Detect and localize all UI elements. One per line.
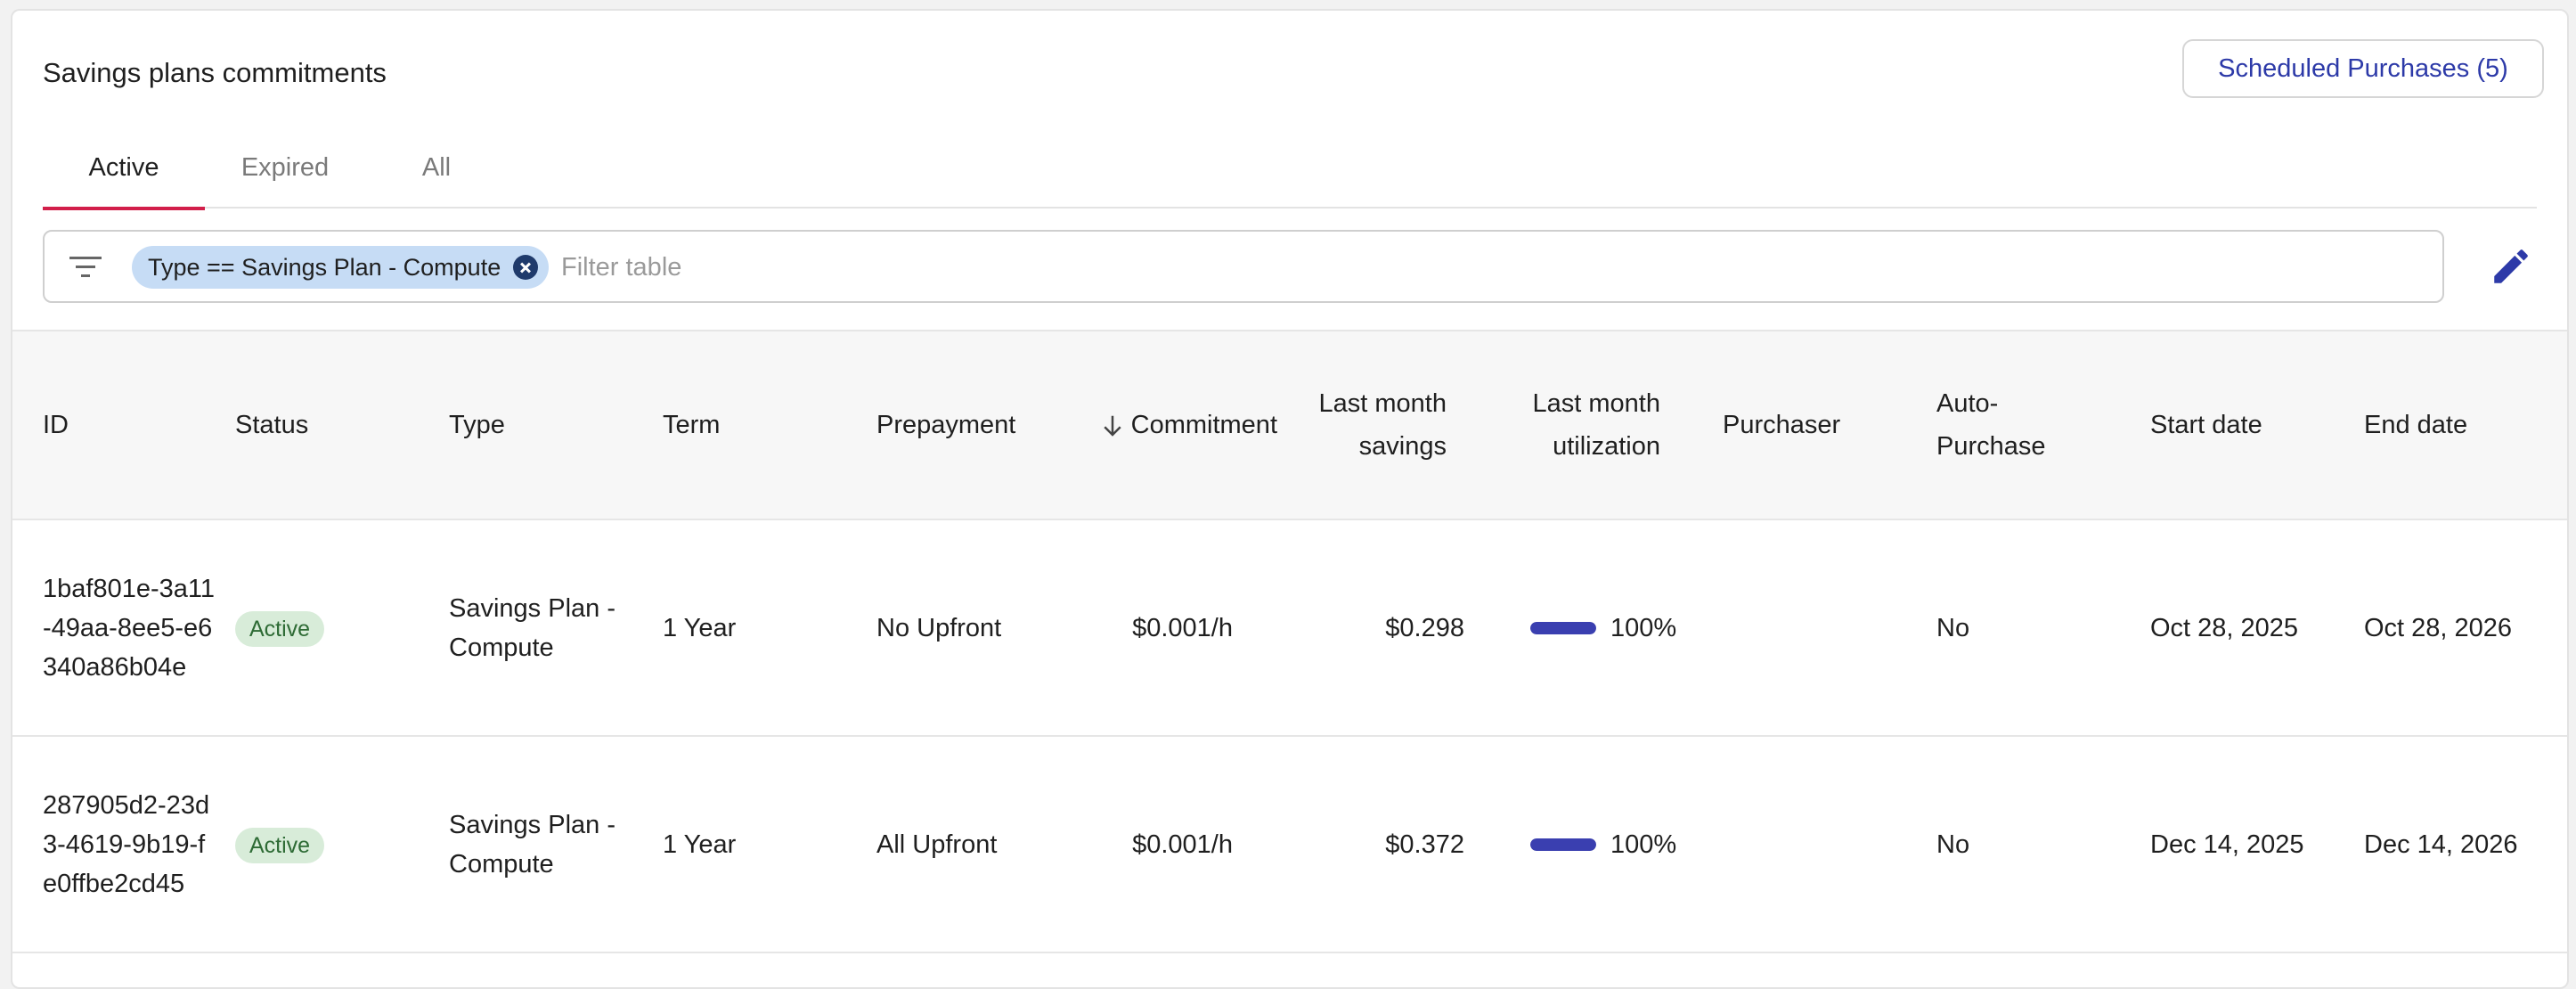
row-type: Savings Plan - Compute [449,810,615,879]
utilization-label: 100% [1610,613,1677,642]
status-badge: Active [235,827,325,863]
row-auto-purchase: No [1936,830,1970,859]
row-commitment: $0.001/h [1132,613,1233,642]
row-last-month-savings: $0.372 [1385,830,1464,859]
filter-lines-icon[interactable] [68,251,103,283]
tab-all[interactable]: All [421,152,452,182]
status-tabs: Active Expired All [43,127,2537,210]
column-header-last-month-utilization[interactable]: Last month utilization [1500,330,1714,520]
row-type: Savings Plan - Compute [449,593,615,662]
row-purchaser [1714,736,1928,952]
status-badge: Active [235,610,325,647]
row-auto-purchase: No [1936,613,1970,642]
filter-bar: Type == Savings Plan - Compute [43,230,2444,303]
table-header-row: ID Status Type Term Prepayment Commitmen… [12,330,2567,520]
column-header-commitment[interactable]: Commitment [1081,330,1286,520]
column-header-type[interactable]: Type [440,330,654,520]
row-prepayment: No Upfront [876,613,1002,642]
filter-chip-label: Type == Savings Plan - Compute [148,253,501,281]
row-term: 1 Year [663,613,737,642]
close-circle-icon[interactable] [513,255,539,280]
panel-header: Savings plans commitments Scheduled Purc… [12,11,2567,118]
tab-expired[interactable]: Expired [240,152,330,182]
row-start-date: Oct 28, 2025 [2150,613,2299,642]
commitments-table: ID Status Type Term Prepayment Commitmen… [12,330,2567,953]
column-header-start-date[interactable]: Start date [2141,330,2355,520]
column-header-commitment-label: Commitment [1130,411,1277,439]
column-header-end-date[interactable]: End date [2355,330,2567,520]
pencil-icon[interactable] [2489,244,2533,289]
row-utilization: 100% [1500,519,1714,736]
row-end-date: Dec 14, 2026 [2364,830,2518,859]
savings-plans-panel: Savings plans commitments Scheduled Purc… [11,9,2569,989]
column-header-auto-purchase[interactable]: Auto-Purchase [1928,330,2141,520]
table-row[interactable]: 1baf801e-3a11-49aa-8ee5-e6340a86b04e Act… [12,519,2567,736]
row-commitment: $0.001/h [1132,830,1233,859]
utilization-label: 100% [1610,830,1677,859]
row-purchaser [1714,519,1928,736]
filter-chip[interactable]: Type == Savings Plan - Compute [132,246,550,289]
row-end-date: Oct 28, 2026 [2364,613,2513,642]
column-header-id[interactable]: ID [12,330,226,520]
arrow-down-icon [1104,416,1121,437]
table-row[interactable]: 287905d2-23d3-4619-9b19-fe0ffbe2cd45 Act… [12,736,2567,952]
row-status: Active [226,519,440,736]
utilization-fill [1530,621,1596,634]
row-term: 1 Year [663,830,737,859]
utilization-bar [1530,838,1596,851]
column-header-prepayment[interactable]: Prepayment [868,330,1081,520]
utilization-fill [1530,838,1596,851]
row-prepayment: All Upfront [876,830,998,859]
row-start-date: Dec 14, 2025 [2150,830,2304,859]
column-header-purchaser[interactable]: Purchaser [1714,330,1928,520]
tab-active[interactable]: Active [43,127,205,210]
row-status: Active [226,736,440,952]
column-header-term[interactable]: Term [654,330,868,520]
column-header-last-month-savings[interactable]: Last month savings [1286,330,1500,520]
row-id: 1baf801e-3a11-49aa-8ee5-e6340a86b04e [43,574,215,682]
scheduled-purchases-button[interactable]: Scheduled Purchases (5) [2182,39,2544,98]
filter-input[interactable] [561,244,2423,290]
row-id: 287905d2-23d3-4619-9b19-fe0ffbe2cd45 [43,790,210,898]
row-utilization: 100% [1500,736,1714,952]
column-header-status[interactable]: Status [226,330,440,520]
page-title: Savings plans commitments [43,57,387,88]
utilization-bar [1530,621,1596,634]
row-last-month-savings: $0.298 [1385,613,1464,642]
